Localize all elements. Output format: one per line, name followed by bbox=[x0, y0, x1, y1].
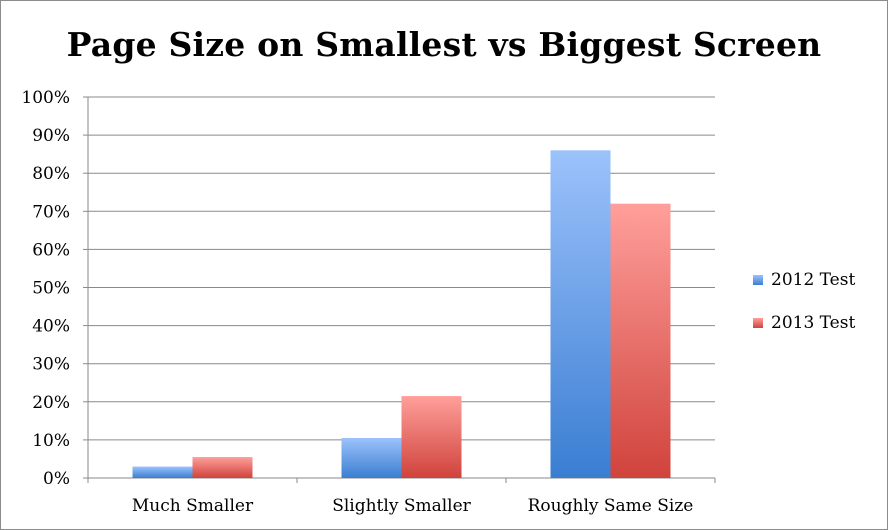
y-tick-label: 100% bbox=[21, 88, 70, 108]
bar-2012-test-much-smaller bbox=[132, 466, 193, 478]
bar-2012-test-slightly-smaller bbox=[341, 437, 402, 478]
y-tick-label: 90% bbox=[32, 126, 70, 146]
x-category-label: Roughly Same Size bbox=[528, 496, 694, 516]
y-tick-label: 30% bbox=[32, 355, 70, 375]
legend-label-2013: 2013 Test bbox=[771, 313, 856, 333]
y-tick-label: 20% bbox=[32, 393, 70, 413]
y-tick-label: 60% bbox=[32, 240, 70, 260]
x-category-label: Slightly Smaller bbox=[332, 496, 471, 516]
y-tick-label: 10% bbox=[32, 431, 70, 451]
y-tick-label: 0% bbox=[43, 469, 70, 489]
legend-item-2013: 2013 Test bbox=[753, 312, 855, 334]
legend-label-2012: 2012 Test bbox=[771, 270, 856, 290]
x-category-label: Much Smaller bbox=[132, 496, 254, 516]
legend-item-2012: 2012 Test bbox=[753, 269, 855, 291]
bar-2013-test-slightly-smaller bbox=[401, 396, 462, 478]
bar-2013-test-roughly-same-size bbox=[610, 203, 671, 478]
legend-swatch-2012 bbox=[753, 275, 763, 285]
y-tick-label: 80% bbox=[32, 164, 70, 184]
y-tick-label: 50% bbox=[32, 279, 70, 299]
legend-swatch-2013 bbox=[753, 318, 763, 328]
chart-legend: 2012 Test 2013 Test bbox=[753, 269, 855, 355]
chart-title: Page Size on Smallest vs Biggest Screen bbox=[66, 25, 822, 64]
bar-2012-test-roughly-same-size bbox=[550, 150, 611, 478]
y-tick-label: 70% bbox=[32, 202, 70, 222]
y-tick-label: 40% bbox=[32, 317, 70, 337]
bar-2013-test-much-smaller bbox=[192, 457, 253, 478]
